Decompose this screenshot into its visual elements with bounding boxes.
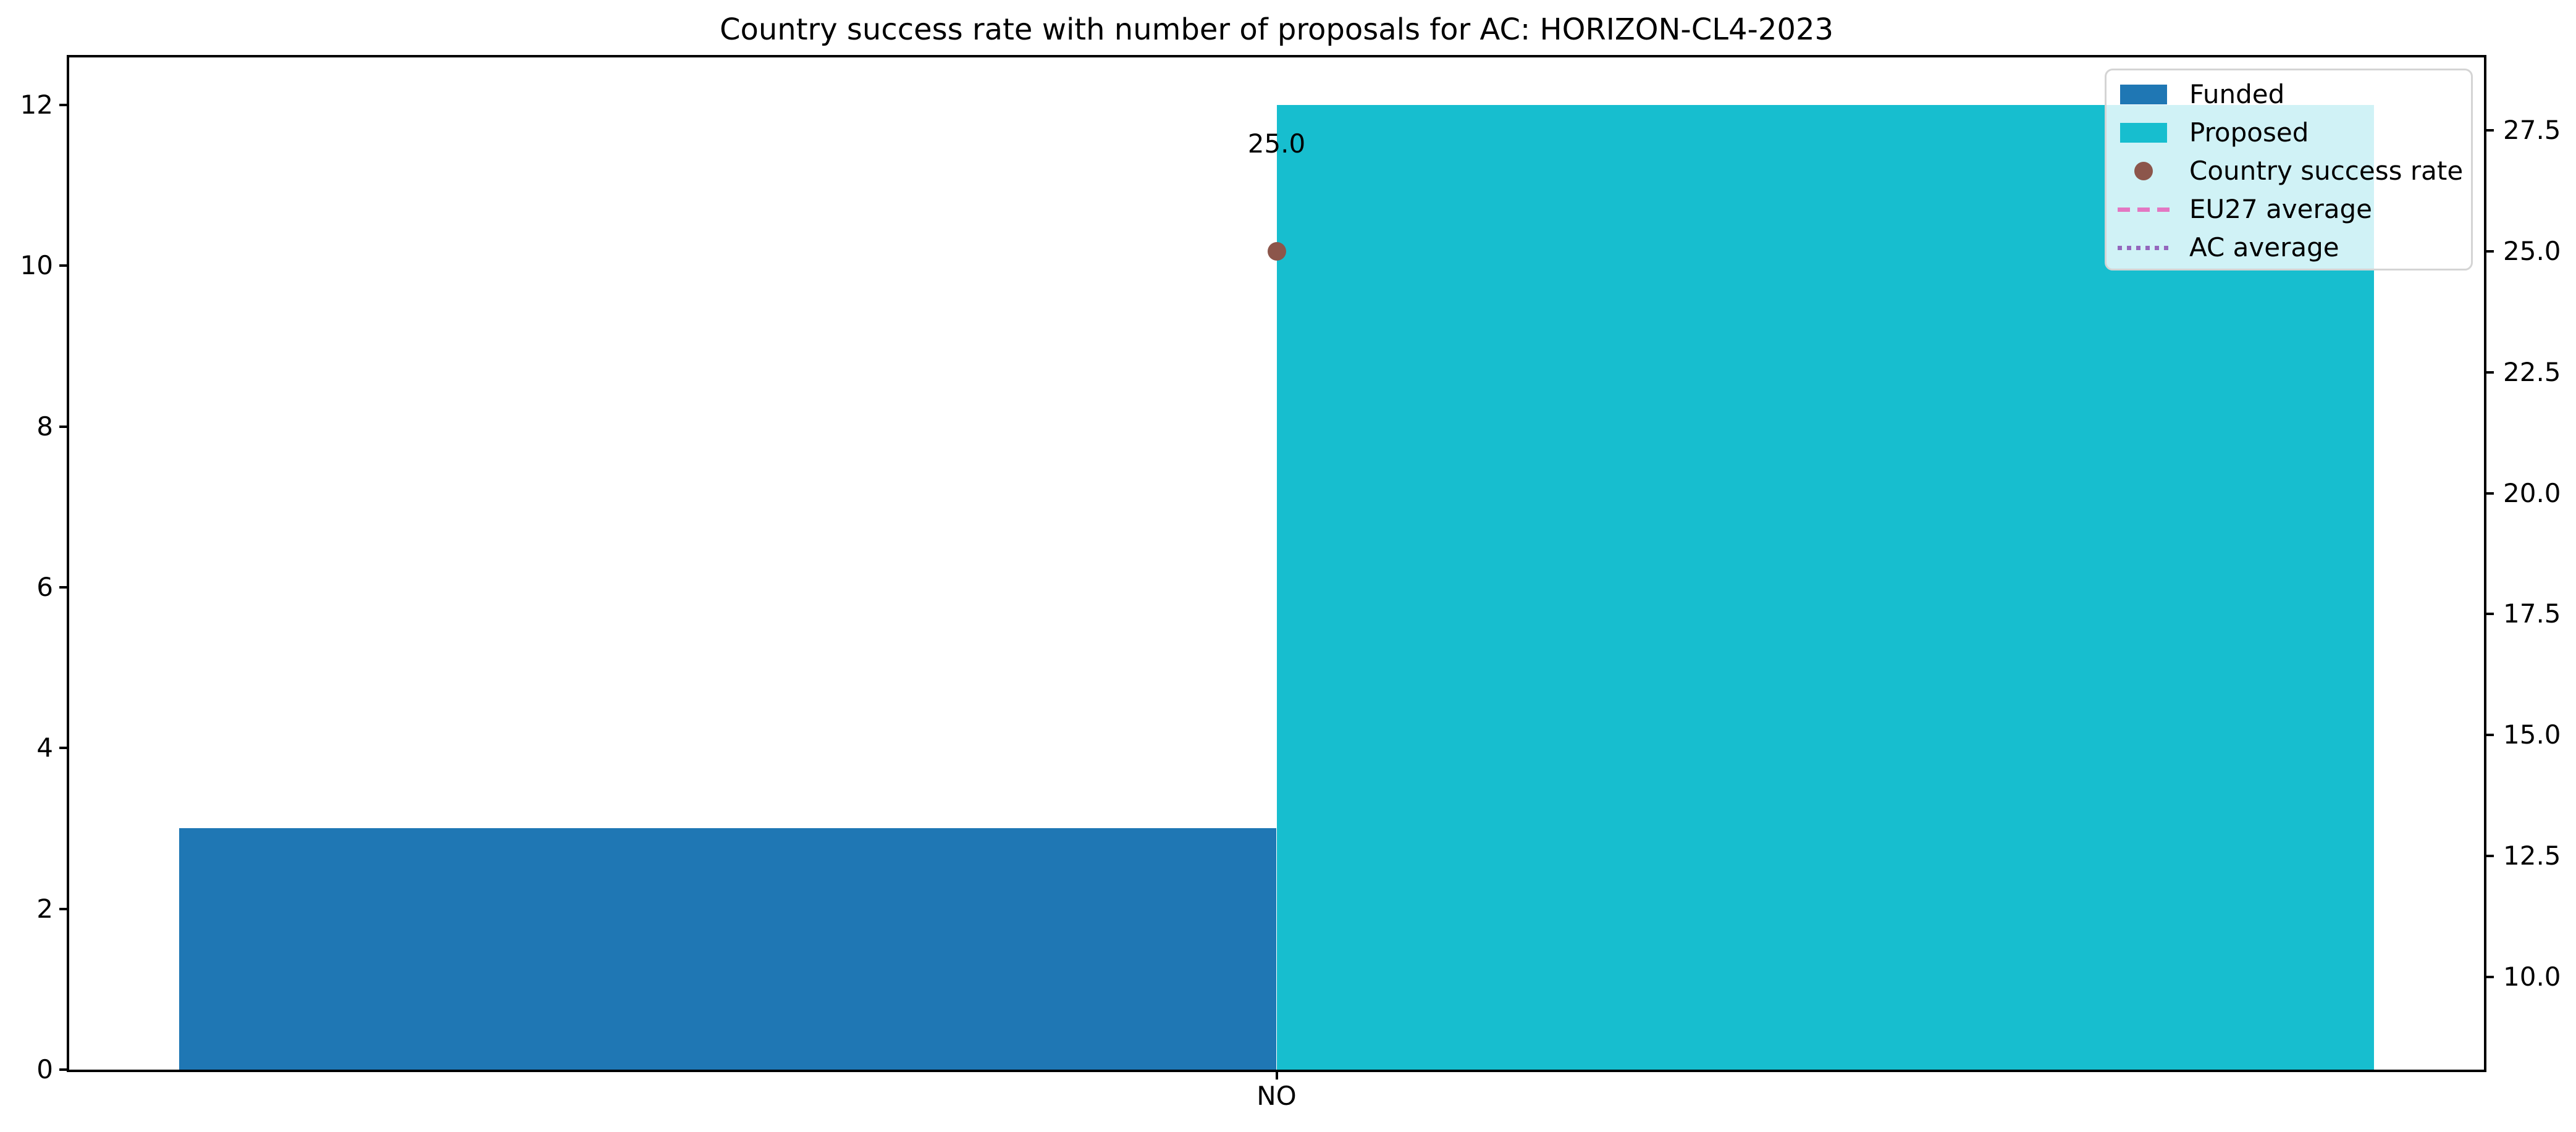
y-right-tick-mark: [2484, 371, 2494, 374]
legend-item-country-success-rate: Country success rate: [2118, 152, 2471, 190]
y-right-tick-label: 15.0: [2503, 719, 2561, 750]
y-left-tick-label: 4: [36, 732, 53, 763]
legend-item-eu27-average: EU27 average: [2118, 190, 2471, 228]
proposed-swatch-icon: [2120, 123, 2167, 143]
chart-title: Country success rate with number of prop…: [719, 12, 1834, 47]
point-value-label: 25.0: [1247, 128, 1306, 159]
y-right-tick-mark: [2484, 250, 2494, 253]
y-left-tick-mark: [59, 747, 69, 750]
legend-label-eu27-average: EU27 average: [2189, 194, 2373, 224]
legend-item-proposed: Proposed: [2118, 114, 2471, 152]
y-right-tick-mark: [2484, 975, 2494, 978]
y-right-tick-mark: [2484, 734, 2494, 737]
y-right-tick-label: 12.5: [2503, 840, 2561, 871]
legend-label-proposed: Proposed: [2189, 117, 2309, 148]
y-left-tick-mark: [59, 264, 69, 267]
y-left-tick-label: 0: [36, 1054, 53, 1084]
y-right-tick-label: 22.5: [2503, 356, 2561, 387]
y-right-tick-mark: [2484, 613, 2494, 616]
legend-item-funded: Funded: [2118, 75, 2471, 114]
country-success-rate-marker-icon: [2134, 162, 2153, 180]
legend-handle-country-success-rate: [2118, 162, 2170, 180]
legend: Funded Proposed Country success rate EU27 a…: [2105, 69, 2473, 270]
legend-label-funded: Funded: [2189, 79, 2285, 109]
y-left-tick-label: 10: [20, 250, 53, 281]
eu27-average-dashed-line-icon: [2118, 207, 2170, 212]
y-right-tick-label: 10.0: [2503, 961, 2561, 992]
x-tick-mark: [1275, 1070, 1278, 1080]
legend-handle-funded: [2118, 85, 2170, 104]
legend-handle-ac-average: [2118, 245, 2170, 250]
y-left-tick-label: 8: [36, 411, 53, 442]
y-left-tick-mark: [59, 585, 69, 589]
y-left-tick-mark: [59, 103, 69, 106]
bar-funded: [179, 828, 1277, 1070]
funded-swatch-icon: [2120, 85, 2167, 104]
x-tick-label: NO: [1256, 1081, 1297, 1111]
y-right-tick-label: 25.0: [2503, 236, 2561, 267]
country-success-rate-point: [1267, 242, 1286, 261]
y-left-tick-mark: [59, 425, 69, 428]
y-left-tick-label: 2: [36, 893, 53, 924]
y-left-tick-label: 12: [20, 89, 53, 120]
ac-average-dotted-line-icon: [2118, 245, 2170, 250]
y-left-tick-mark: [59, 1068, 69, 1071]
y-left-tick-label: 6: [36, 571, 53, 602]
legend-item-ac-average: AC average: [2118, 228, 2471, 267]
y-right-tick-label: 20.0: [2503, 477, 2561, 508]
y-right-tick-mark: [2484, 129, 2494, 132]
legend-label-country-success-rate: Country success rate: [2189, 156, 2464, 186]
y-right-tick-label: 27.5: [2503, 115, 2561, 146]
y-right-tick-mark: [2484, 492, 2494, 495]
legend-label-ac-average: AC average: [2189, 232, 2339, 262]
y-right-tick-mark: [2484, 854, 2494, 857]
y-left-tick-mark: [59, 907, 69, 910]
legend-handle-proposed: [2118, 123, 2170, 143]
y-right-tick-label: 17.5: [2503, 598, 2561, 629]
legend-handle-eu27-average: [2118, 207, 2170, 212]
